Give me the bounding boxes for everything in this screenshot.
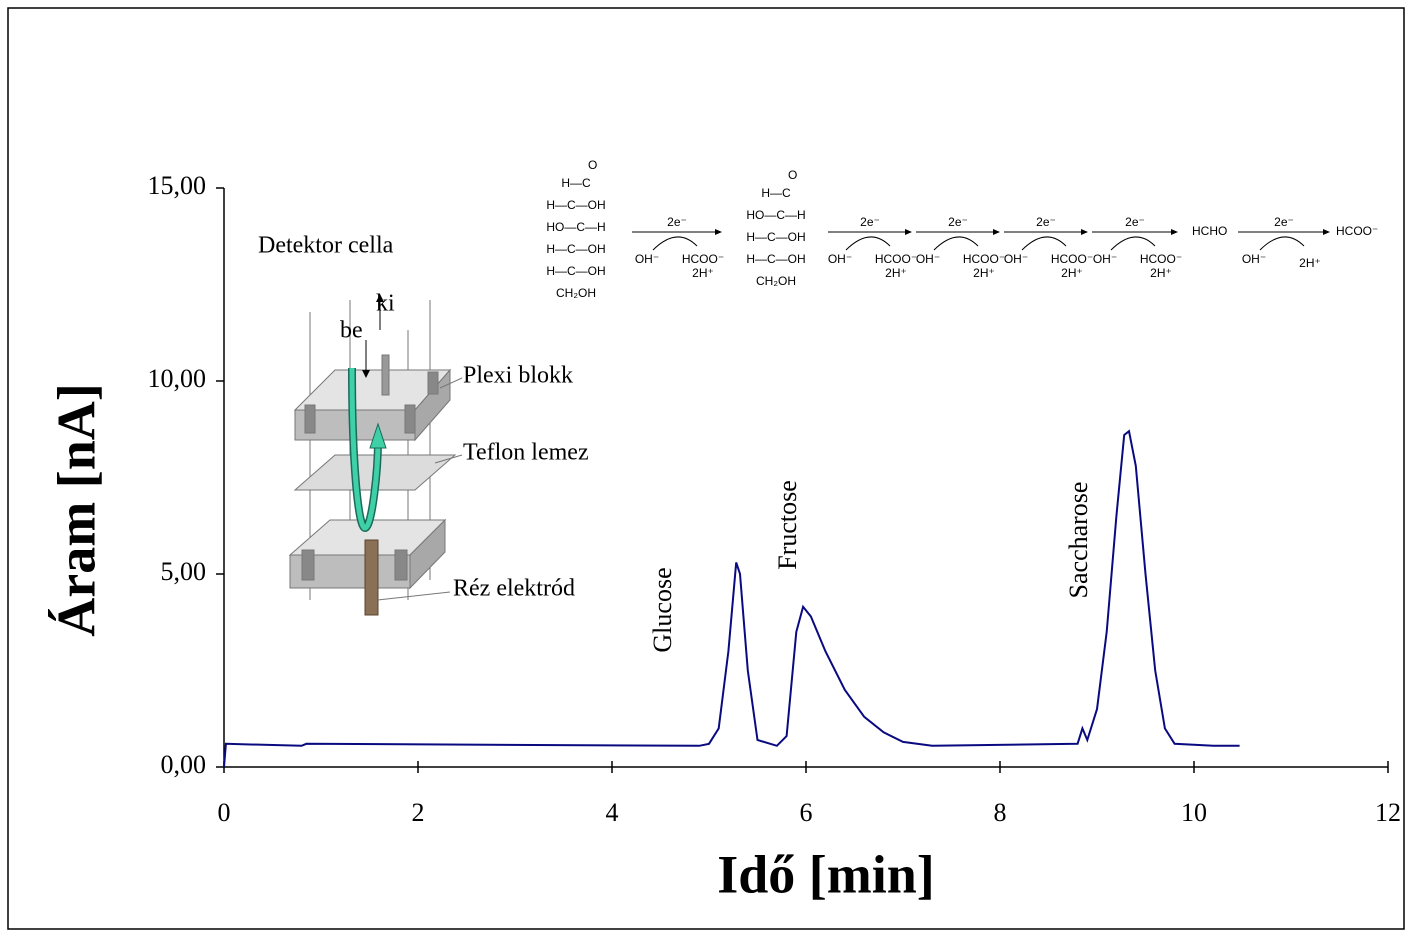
scheme-text: OH⁻ — [635, 252, 659, 266]
x-tick-label: 6 — [800, 798, 813, 827]
scheme-text: OH⁻ — [916, 252, 940, 266]
scheme-text: HCOO⁻ — [1051, 252, 1093, 266]
scheme-curved-arrow — [1259, 236, 1305, 251]
scheme-arrowhead — [1323, 229, 1330, 235]
y-tick-label: 5,00 — [161, 557, 207, 586]
x-tick-label: 10 — [1181, 798, 1207, 827]
scheme-arrowhead — [1081, 229, 1088, 235]
inset-inlet: be — [340, 318, 363, 344]
scheme-text: HCOO⁻ — [1336, 224, 1378, 238]
scheme-text: H—C—OH — [546, 264, 605, 278]
scheme-text: CH₂OH — [556, 286, 596, 300]
scheme-text: HO—C—H — [746, 208, 805, 222]
scheme-text: HCOO⁻ — [1140, 252, 1182, 266]
scheme-text: 2e⁻ — [948, 215, 968, 229]
scheme-text: 2H⁺ — [885, 266, 907, 280]
scheme-text: OH⁻ — [1004, 252, 1028, 266]
scheme-text: HCHO — [1192, 224, 1227, 238]
peak-label: Fructose — [773, 480, 802, 570]
x-tick-label: 2 — [412, 798, 425, 827]
scheme-arrowhead — [905, 229, 912, 235]
scheme-text: 2H⁺ — [1299, 256, 1321, 270]
scheme-text: OH⁻ — [1093, 252, 1117, 266]
scheme-arrowhead — [1171, 229, 1178, 235]
inset-title: Detektor cella — [258, 233, 394, 259]
scheme-text: 2H⁺ — [1061, 266, 1083, 280]
scheme-curved-arrow — [845, 236, 891, 251]
scheme-text: 2H⁺ — [973, 266, 995, 280]
x-tick-label: 8 — [994, 798, 1007, 827]
scheme-text: 2e⁻ — [1036, 215, 1056, 229]
y-axis-title: Áram [nA] — [46, 383, 106, 636]
scheme-curved-arrow — [1110, 236, 1156, 251]
scheme-text: CH₂OH — [756, 274, 796, 288]
scheme-curved-arrow — [652, 236, 698, 251]
scheme-text: H—C — [561, 176, 591, 190]
x-tick-label: 4 — [606, 798, 619, 827]
scheme-text: 2H⁺ — [692, 266, 714, 280]
peak-label: Saccharose — [1064, 482, 1093, 599]
scheme-text: H—C—OH — [546, 198, 605, 212]
scheme-text: HCOO⁻ — [682, 252, 724, 266]
scheme-text: 2H⁺ — [1150, 266, 1172, 280]
scheme-text: HCOO⁻ — [963, 252, 1005, 266]
scheme-curved-arrow — [1021, 236, 1067, 251]
scheme-text: OH⁻ — [1242, 252, 1266, 266]
scheme-text: O — [788, 168, 797, 182]
inset-label: Teflon lemez — [463, 440, 589, 466]
scheme-text: HO—C—H — [546, 220, 605, 234]
y-tick-label: 15,00 — [148, 171, 207, 200]
scheme-curved-arrow — [933, 236, 979, 251]
frame — [7, 7, 1405, 930]
scheme-arrowhead — [993, 229, 1000, 235]
scheme-text: H—C—OH — [746, 252, 805, 266]
x-tick-label: 12 — [1375, 798, 1401, 827]
y-tick-label: 0,00 — [161, 750, 207, 779]
detector-cell — [288, 294, 463, 616]
inset-label: Plexi blokk — [463, 363, 573, 389]
y-tick-label: 10,00 — [148, 364, 207, 393]
x-axis-title: Idő [min] — [717, 844, 935, 904]
scheme-text: 2e⁻ — [1125, 215, 1145, 229]
reaction-scheme: O H—C H—C—OH HO—C—H H—C—OH H—C—OH CH₂OH O H—C HO—… — [546, 158, 1378, 300]
scheme-text: 2e⁻ — [1274, 215, 1294, 229]
scheme-arrowhead — [715, 229, 722, 235]
inset-label: Réz elektród — [453, 576, 575, 602]
scheme-text: O — [588, 158, 597, 172]
scheme-text: 2e⁻ — [860, 215, 880, 229]
x-tick-label: 0 — [218, 798, 231, 827]
scheme-text: OH⁻ — [828, 252, 852, 266]
scheme-text: H—C—OH — [746, 230, 805, 244]
scheme-text: H—C — [761, 186, 791, 200]
scheme-text: H—C—OH — [546, 242, 605, 256]
peak-label: Glucose — [648, 567, 677, 652]
inset-outlet: ki — [376, 291, 395, 317]
scheme-text: 2e⁻ — [667, 215, 687, 229]
scheme-text: HCOO⁻ — [875, 252, 917, 266]
data-line — [223, 429, 1240, 768]
